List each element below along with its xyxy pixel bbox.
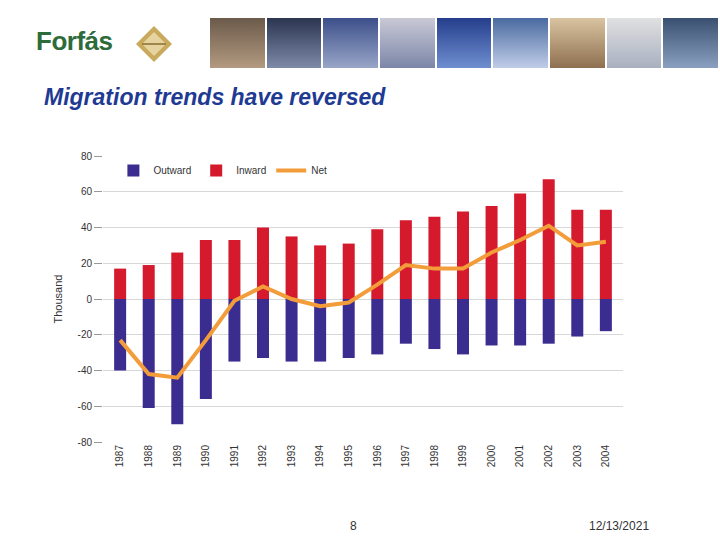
svg-text:2004: 2004 (600, 445, 611, 468)
svg-text:-40: -40 (78, 365, 93, 376)
svg-text:2000: 2000 (486, 445, 497, 468)
svg-text:1991: 1991 (229, 445, 240, 468)
svg-text:0: 0 (86, 294, 92, 305)
svg-text:20: 20 (81, 258, 93, 269)
svg-text:1997: 1997 (400, 445, 411, 468)
svg-text:1996: 1996 (372, 445, 383, 468)
svg-text:1987: 1987 (114, 445, 125, 468)
svg-text:1990: 1990 (200, 445, 211, 468)
html-text:Forfás: Forfás (36, 26, 113, 56)
svg-text:1999: 1999 (457, 445, 468, 468)
svg-text:1995: 1995 (343, 445, 354, 468)
svg-text:1988: 1988 (143, 445, 154, 468)
svg-text:Outward: Outward (153, 165, 191, 176)
svg-text:2002: 2002 (543, 445, 554, 468)
svg-text:2003: 2003 (572, 445, 583, 468)
svg-text:-20: -20 (78, 329, 93, 340)
svg-text:40: 40 (81, 222, 93, 233)
svg-text:1989: 1989 (172, 445, 183, 468)
svg-text:Thousand: Thousand (52, 275, 64, 324)
html-text:Migration trends have reversed: Migration trends have reversed (44, 84, 386, 110)
html-text:12/13/2021: 12/13/2021 (589, 519, 650, 533)
svg-text:Net: Net (311, 165, 327, 176)
svg-text:60: 60 (81, 186, 93, 197)
svg-text:-80: -80 (78, 437, 93, 448)
svg-text:1992: 1992 (257, 445, 268, 468)
svg-text:Inward: Inward (236, 165, 266, 176)
svg-text:80: 80 (81, 151, 93, 162)
svg-text:1993: 1993 (286, 445, 297, 468)
svg-text:1994: 1994 (314, 445, 325, 468)
svg-text:2001: 2001 (514, 445, 525, 468)
html-text:8: 8 (350, 519, 357, 533)
svg-text:-60: -60 (78, 401, 93, 412)
svg-text:1998: 1998 (429, 445, 440, 468)
